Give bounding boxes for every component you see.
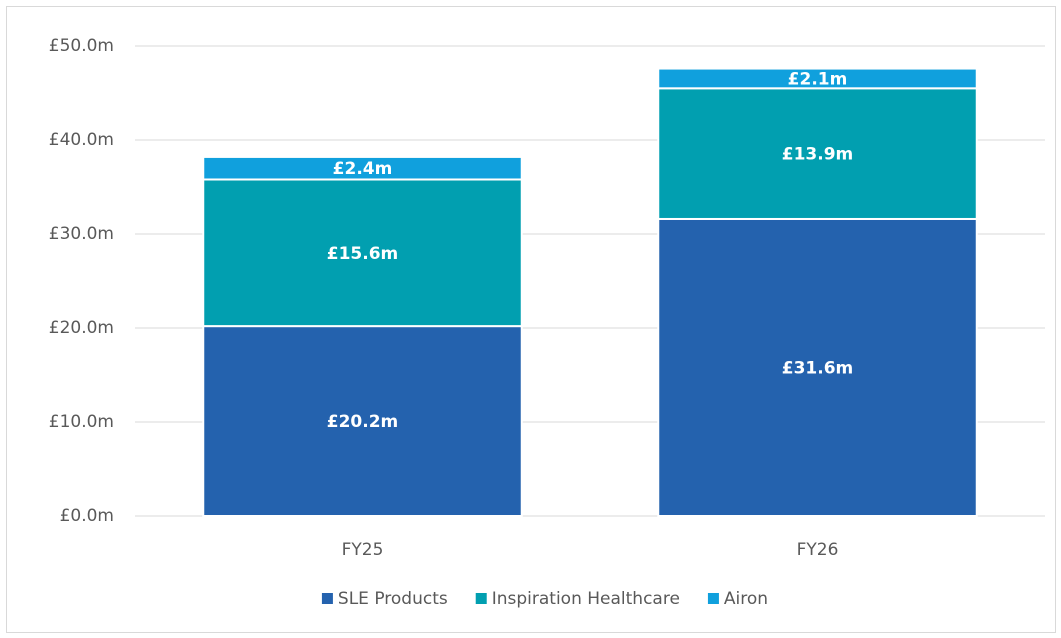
y-tick-label: £50.0m xyxy=(49,36,114,56)
legend-swatch xyxy=(707,593,719,604)
y-tick-label: £0.0m xyxy=(60,506,114,526)
data-label: £2.1m xyxy=(788,69,848,89)
data-label: £15.6m xyxy=(327,244,399,264)
legend-swatch xyxy=(475,593,487,604)
y-tick-label: £20.0m xyxy=(49,318,114,338)
bar-segment xyxy=(202,325,523,517)
data-label: £31.6m xyxy=(782,358,854,378)
data-label: £13.9m xyxy=(782,145,854,165)
bar-segment xyxy=(202,155,523,181)
x-tick-label: FY26 xyxy=(797,540,839,560)
y-tick-label: £10.0m xyxy=(49,412,114,432)
bar-segment xyxy=(657,217,978,518)
legend-label: Inspiration Healthcare xyxy=(492,589,680,609)
bar-segment xyxy=(657,87,978,220)
x-tick-label: FY25 xyxy=(342,540,384,560)
data-label: £2.4m xyxy=(333,159,393,179)
bar-segment xyxy=(202,178,523,328)
data-label: £20.2m xyxy=(327,412,399,432)
bar-segment xyxy=(657,67,978,90)
legend-swatch xyxy=(321,593,333,604)
y-tick-label: £30.0m xyxy=(49,224,114,244)
legend-label: Airon xyxy=(724,589,768,609)
y-tick-label: £40.0m xyxy=(49,130,114,150)
legend-label: SLE Products xyxy=(338,589,448,609)
